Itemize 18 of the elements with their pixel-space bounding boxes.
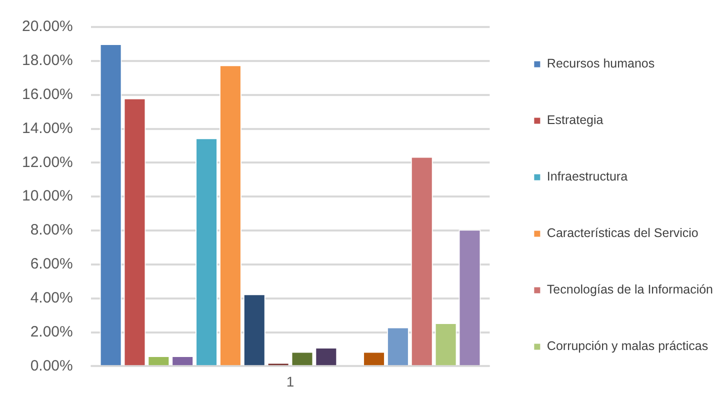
y-tick-label: 0.00%: [30, 357, 73, 374]
y-tick-label: 8.00%: [30, 222, 73, 239]
y-tick-label: 18.00%: [22, 52, 73, 70]
legend-label: Tecnologías de la Información: [546, 282, 714, 297]
x-tick-label: 1: [286, 373, 294, 390]
legend-label: Corrupción y malas prácticas: [546, 339, 708, 354]
y-tick-label: 10.00%: [22, 188, 73, 205]
y-tick-label: 6.00%: [30, 256, 73, 273]
y-tick-label: 4.00%: [30, 290, 73, 306]
y-tick-label: 2.00%: [30, 323, 73, 340]
legend-label: Estrategia: [546, 113, 604, 128]
y-tick-label: 16.00%: [22, 86, 73, 103]
legend-label: Infraestructura: [546, 170, 628, 184]
y-tick-label: 14.00%: [22, 120, 73, 137]
y-tick-label: 12.00%: [22, 154, 73, 171]
legend-label: Características del Servicio: [546, 226, 698, 240]
y-tick-label: 20.00%: [22, 18, 73, 36]
legend-label: Recursos humanos: [546, 56, 655, 71]
